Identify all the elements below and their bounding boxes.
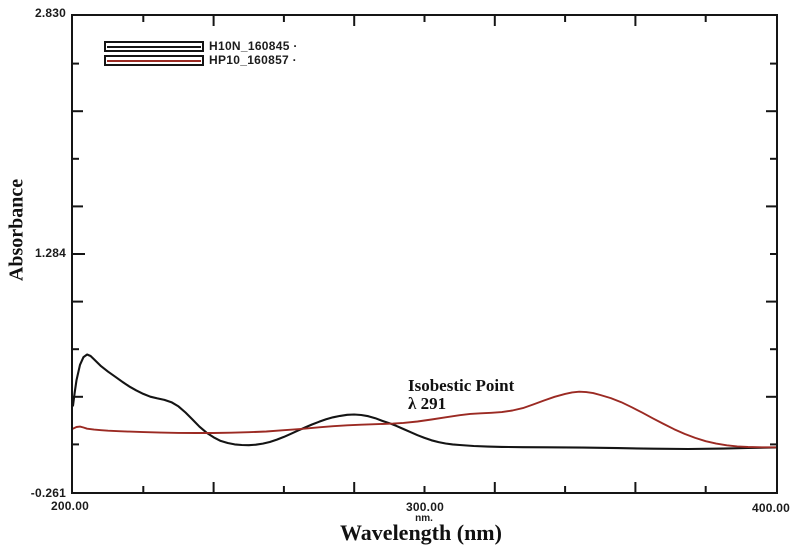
x-axis-title: Wavelength (nm) xyxy=(340,520,502,545)
y-axis-title: Absorbance xyxy=(5,178,28,282)
legend-label-h10n: H10N_160845 · xyxy=(209,39,298,53)
spectra-plot-canvas xyxy=(73,16,776,492)
y-tick-label-bottom: -0.261 xyxy=(30,486,66,500)
x-tick-label-200: 200.00 xyxy=(51,499,89,513)
x-tick-label-400: 400.00 xyxy=(752,501,790,515)
isobestic-annotation-line1: Isobestic Point xyxy=(408,376,515,395)
legend-swatch-hp10 xyxy=(104,55,204,66)
series-curve-h10n_160845 xyxy=(73,353,776,451)
isobestic-annotation: Isobestic Point λ 291 xyxy=(408,377,514,413)
x-tick-label-300: 300.00 xyxy=(406,500,444,514)
x-unit-label-nm: nm. xyxy=(415,513,433,524)
legend-swatch-h10n xyxy=(104,41,204,52)
plot-area xyxy=(71,14,778,494)
legend-line-black xyxy=(107,45,201,48)
legend-line-red xyxy=(107,59,201,62)
y-tick-label-top: 2.830 xyxy=(34,6,66,20)
isobestic-annotation-line2: λ 291 xyxy=(408,394,447,413)
legend-label-hp10: HP10_160857 · xyxy=(209,53,297,67)
y-tick-label-middle: 1.284 xyxy=(34,246,66,260)
series-curve-hp10_160857 xyxy=(73,390,776,449)
